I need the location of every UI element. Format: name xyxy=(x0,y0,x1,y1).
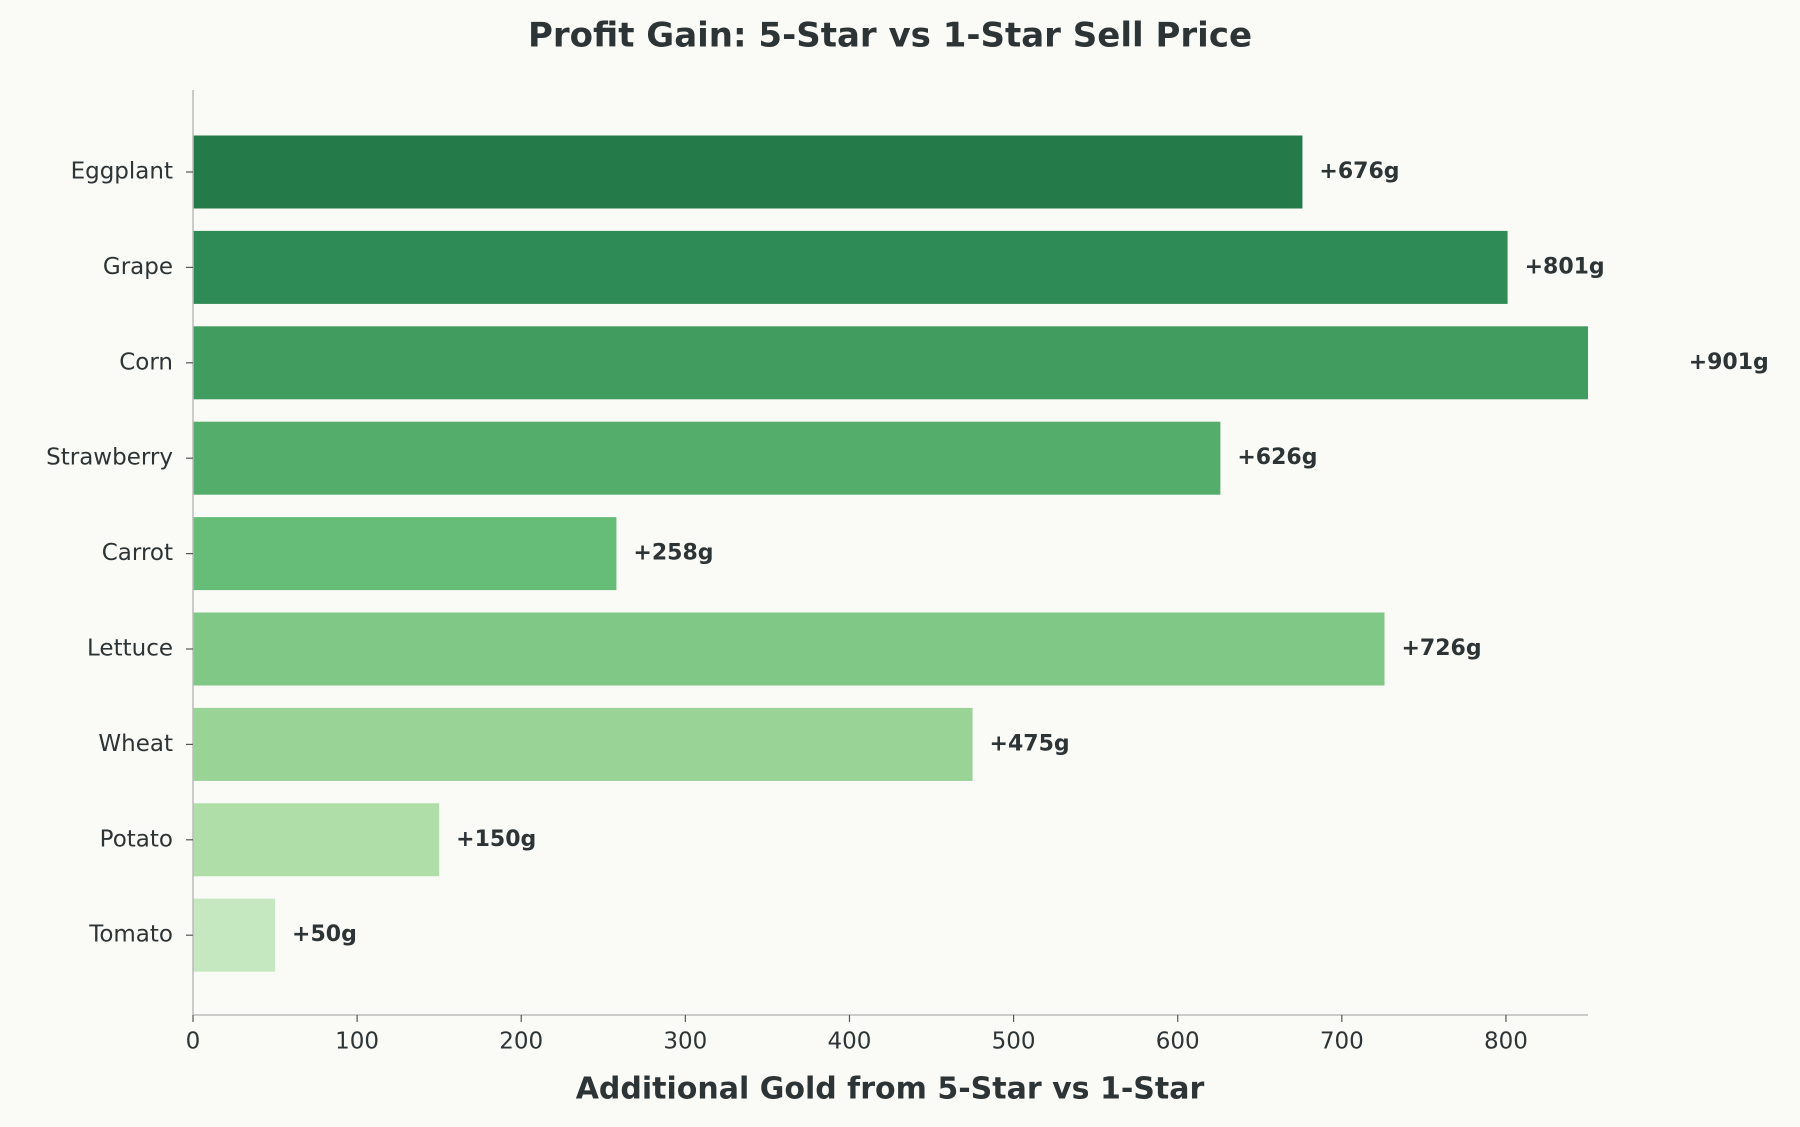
x-axis-label: Additional Gold from 5-Star vs 1-Star xyxy=(576,1072,1205,1107)
y-tick-label: Corn xyxy=(119,349,173,375)
value-label: +801g xyxy=(1525,254,1605,279)
y-tick-label: Carrot xyxy=(102,540,173,566)
y-tick-label: Eggplant xyxy=(71,159,173,185)
x-tick-label: 500 xyxy=(992,1029,1036,1055)
bar xyxy=(193,517,617,591)
bar xyxy=(193,135,1303,209)
bar xyxy=(193,421,1221,495)
bar xyxy=(193,898,276,972)
bar xyxy=(193,230,1508,304)
x-tick-label: 100 xyxy=(335,1029,379,1055)
y-tick-label: Potato xyxy=(100,826,173,852)
value-label: +901g xyxy=(1689,350,1769,375)
bar xyxy=(193,612,1385,686)
x-tick-label: 800 xyxy=(1484,1029,1528,1055)
y-tick-label: Tomato xyxy=(88,922,173,948)
value-label: +258g xyxy=(633,541,713,566)
x-tick-label: 400 xyxy=(828,1029,872,1055)
value-label: +150g xyxy=(456,827,536,852)
x-tick-label: 700 xyxy=(1320,1029,1364,1055)
value-label: +475g xyxy=(990,731,1070,756)
bar xyxy=(193,326,1588,400)
y-tick-label: Strawberry xyxy=(46,445,173,471)
value-label: +726g xyxy=(1401,636,1481,661)
value-label: +50g xyxy=(292,922,357,947)
value-label: +676g xyxy=(1319,159,1399,184)
x-tick-label: 600 xyxy=(1156,1029,1200,1055)
x-tick-label: 200 xyxy=(499,1029,543,1055)
bar xyxy=(193,707,973,781)
chart-title: Profit Gain: 5-Star vs 1-Star Sell Price xyxy=(528,16,1252,56)
y-tick-label: Grape xyxy=(103,254,173,280)
y-tick-label: Lettuce xyxy=(87,636,173,662)
bars xyxy=(193,135,1588,972)
x-tick-label: 300 xyxy=(663,1029,707,1055)
y-tick-label: Wheat xyxy=(98,731,173,757)
value-label: +626g xyxy=(1237,445,1317,470)
x-tick-label: 0 xyxy=(186,1029,201,1055)
bar xyxy=(193,803,440,877)
